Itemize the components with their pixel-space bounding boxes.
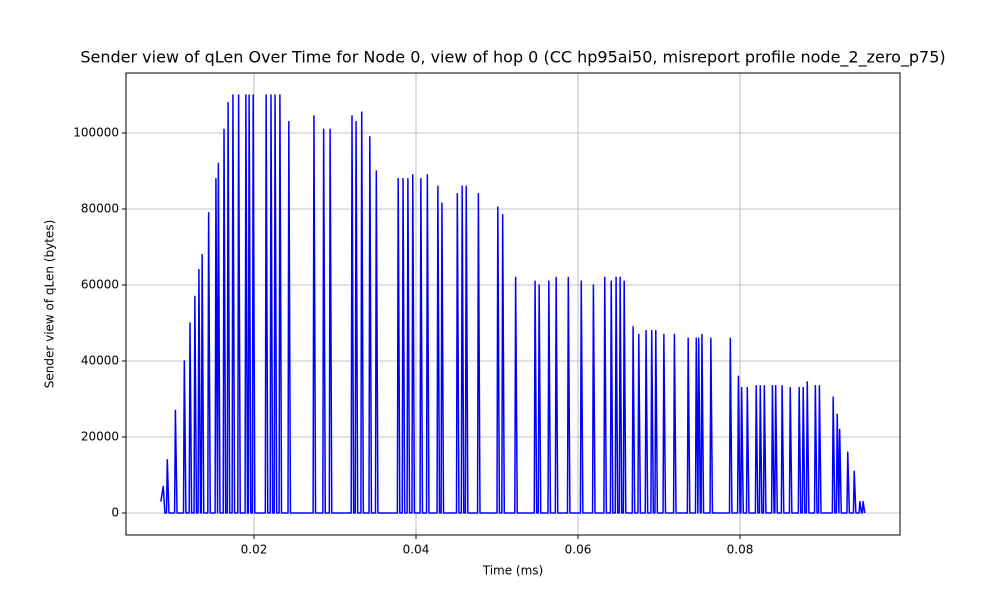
y-axis-label: Sender view of qLen (bytes) (43, 220, 57, 389)
x-axis-label: Time (ms) (482, 564, 544, 578)
x-tick-label: 0.04 (403, 543, 430, 557)
y-tick-label: 20000 (81, 429, 119, 443)
plot-frame (125, 72, 901, 536)
y-tick-label: 80000 (81, 202, 119, 216)
y-tick-label: 60000 (81, 278, 119, 292)
x-tick-label: 0.02 (241, 543, 268, 557)
y-tick-label: 100000 (73, 126, 119, 140)
chart-title: Sender view of qLen Over Time for Node 0… (80, 48, 945, 68)
x-tick-label: 0.06 (565, 543, 592, 557)
y-tick-label: 0 (111, 505, 119, 519)
y-tick-label: 40000 (81, 353, 119, 367)
data-line (160, 94, 866, 514)
x-tick-label: 0.08 (727, 543, 754, 557)
